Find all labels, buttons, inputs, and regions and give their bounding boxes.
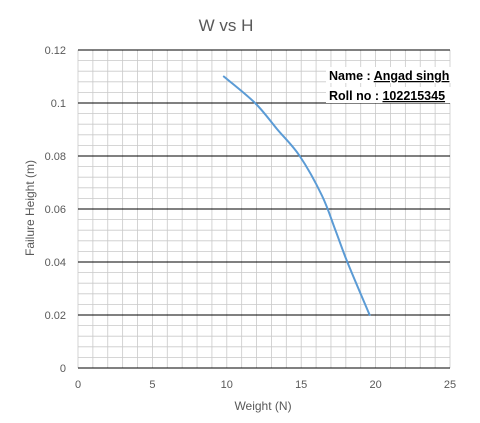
x-tick-label: 5	[149, 379, 155, 391]
x-tick-label: 10	[221, 379, 233, 391]
y-tick-label: 0.1	[51, 98, 66, 110]
annotation-name-bg	[326, 67, 468, 83]
annotation-roll-label: Roll no :	[329, 89, 382, 103]
x-tick-label: 25	[444, 379, 456, 391]
y-tick-label: 0.08	[45, 151, 66, 163]
series-line	[222, 75, 371, 316]
annotation-name-label: Name :	[329, 69, 374, 83]
y-tick-label: 0.02	[45, 310, 66, 322]
y-tick-label: 0.04	[45, 257, 66, 269]
annotation-roll-text: Roll no : 102215345	[329, 89, 445, 103]
x-tick-label: 15	[295, 379, 307, 391]
annotation-roll-value: 102215345	[382, 89, 445, 103]
grid	[77, 49, 451, 369]
x-axis-title: Weight (N)	[234, 399, 291, 413]
annotation-roll-bg	[326, 87, 468, 103]
chart-title: W vs H	[199, 16, 254, 35]
annotation-name-value: Angad singh	[374, 69, 450, 83]
x-tick-label: 20	[369, 379, 381, 391]
annotation-name: Name : Angad singh	[326, 67, 468, 83]
annotation-roll: Roll no : 102215345	[326, 87, 468, 103]
annotation-name-text: Name : Angad singh	[329, 69, 449, 83]
y-tick-label: 0.06	[45, 204, 66, 216]
y-tick-label: 0.12	[45, 45, 66, 57]
series-layer	[222, 75, 371, 316]
y-axis-title: Failure Height (m)	[23, 160, 37, 256]
tick-labels: 0 5 10 15 20 25 0 0.02 0.04 0.06 0.08 0.1 0.12	[45, 45, 457, 391]
y-tick-label: 0	[60, 363, 66, 375]
x-tick-label: 0	[75, 379, 81, 391]
